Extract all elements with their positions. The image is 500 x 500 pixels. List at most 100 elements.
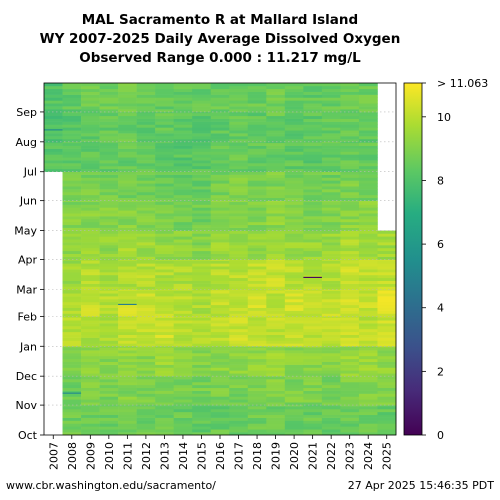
- heatmap-cell: [377, 259, 397, 261]
- heatmap-cell: [303, 353, 323, 357]
- heatmap-cell: [62, 121, 82, 125]
- heatmap-cell: [173, 216, 193, 220]
- heatmap-cell: [303, 239, 323, 243]
- footer-timestamp: 27 Apr 2025 15:46:35 PDT: [348, 479, 495, 492]
- heatmap-cell: [62, 227, 82, 231]
- heatmap-cell: [44, 88, 63, 92]
- heatmap-cell: [62, 186, 82, 190]
- heatmap-cell: [229, 127, 249, 131]
- heatmap-cell: [136, 343, 156, 347]
- heatmap-cell: [99, 115, 119, 119]
- heatmap-cell: [136, 313, 156, 317]
- heatmap-cell: [192, 109, 212, 113]
- heatmap-cell: [99, 299, 119, 303]
- heatmap-cell: [247, 112, 267, 117]
- heatmap-cell: [44, 109, 63, 113]
- heatmap-cell: [118, 426, 137, 430]
- heatmap-cell: [210, 274, 230, 279]
- heatmap-cell: [358, 420, 378, 424]
- heatmap-cell: [229, 145, 249, 149]
- heatmap-cell: [99, 361, 119, 365]
- heatmap-cell: [358, 304, 378, 308]
- heatmap-cell: [229, 250, 249, 254]
- heatmap-cell: [173, 224, 193, 228]
- heatmap-cell: [192, 224, 212, 228]
- heatmap-cell: [321, 320, 341, 324]
- heatmap-cell: [173, 301, 193, 306]
- heatmap-cell: [303, 263, 323, 267]
- heatmap-cell: [303, 423, 323, 427]
- heatmap-cell: [284, 331, 304, 335]
- heatmap-cell: [155, 100, 174, 104]
- heatmap-cell: [118, 326, 137, 330]
- heatmap-cell: [284, 426, 304, 430]
- heatmap-cell: [321, 376, 341, 380]
- heatmap-cell: [303, 145, 323, 149]
- heatmap-cell: [155, 157, 174, 161]
- heatmap-cell: [81, 91, 100, 95]
- x-tick-label: 2012: [140, 442, 153, 470]
- heatmap-cell: [247, 387, 267, 391]
- heatmap-cell: [303, 83, 323, 87]
- heatmap-cell: [62, 183, 82, 187]
- heatmap-cell: [81, 94, 100, 98]
- heatmap-cell: [173, 346, 193, 348]
- heatmap-cell: [81, 186, 100, 190]
- heatmap-cell: [81, 337, 100, 341]
- heatmap-cell: [136, 121, 156, 125]
- heatmap-cell: [136, 103, 156, 107]
- heatmap-cell: [173, 343, 193, 347]
- heatmap-cell: [173, 191, 193, 196]
- heatmap-cell: [118, 320, 137, 324]
- heatmap-cell: [99, 429, 119, 433]
- heatmap-cell: [340, 207, 360, 211]
- heatmap-cell: [210, 405, 230, 407]
- heatmap-cell: [284, 269, 304, 273]
- heatmap-cell: [118, 189, 137, 193]
- heatmap-cell: [192, 405, 212, 407]
- heatmap-cell: [136, 124, 156, 128]
- heatmap-cell: [136, 432, 156, 436]
- heatmap-cell: [229, 301, 249, 306]
- heatmap-cell: [118, 289, 137, 291]
- colorbar-tick-label: 6: [437, 238, 444, 251]
- heatmap-cell: [303, 272, 323, 276]
- heatmap-cell: [81, 323, 100, 327]
- heatmap-cell: [210, 186, 230, 190]
- heatmap-cell: [303, 399, 323, 403]
- heatmap-cell: [358, 269, 378, 273]
- heatmap-cell: [192, 245, 212, 249]
- heatmap-cell: [118, 277, 137, 281]
- heatmap-cell: [99, 260, 119, 264]
- heatmap-cell: [247, 174, 267, 178]
- heatmap-cell: [155, 289, 174, 291]
- heatmap-cell: [321, 277, 341, 281]
- heatmap-cell: [192, 250, 212, 254]
- heatmap-cell: [247, 236, 267, 240]
- heatmap-cell: [247, 201, 267, 205]
- heatmap-cell: [99, 269, 119, 273]
- heatmap-cell: [284, 289, 304, 291]
- heatmap-cell: [340, 423, 360, 427]
- heatmap-cell: [155, 331, 174, 335]
- heatmap-cell: [377, 417, 397, 421]
- heatmap-cell: [118, 213, 137, 217]
- heatmap-cell: [99, 346, 119, 348]
- heatmap-cell: [44, 157, 63, 161]
- heatmap-cell: [321, 313, 341, 317]
- heatmap-cell: [229, 290, 249, 294]
- heatmap-cell: [173, 390, 193, 394]
- heatmap-cell: [155, 376, 174, 380]
- heatmap-cell: [155, 320, 174, 324]
- heatmap-cell: [210, 97, 230, 101]
- heatmap-cell: [81, 148, 100, 152]
- heatmap-cell: [155, 283, 174, 287]
- heatmap-cell: [247, 289, 267, 291]
- heatmap-cell: [99, 387, 119, 391]
- heatmap-cell: [62, 274, 82, 279]
- heatmap-cell: [44, 141, 63, 144]
- heatmap-cell: [303, 293, 323, 297]
- heatmap-cell: [377, 432, 397, 436]
- heatmap-cell: [210, 236, 230, 240]
